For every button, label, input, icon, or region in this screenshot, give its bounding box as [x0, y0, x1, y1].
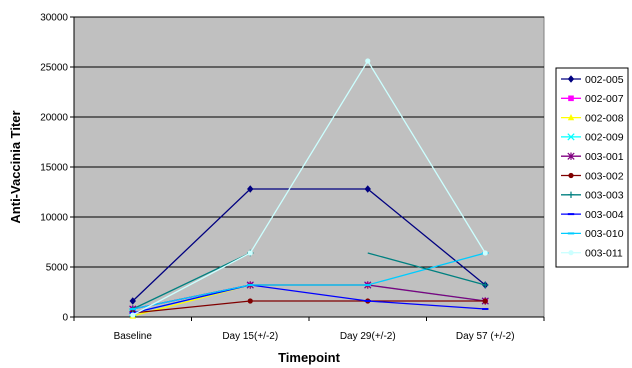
y-tick-label: 30000 [40, 13, 68, 24]
legend-label: 003-003 [585, 190, 624, 202]
axes: 0 5000 10000 15000 20000 25000 30000 Baseline Da… [40, 13, 545, 342]
x-tick-label: Day 29(+/-2) [340, 331, 396, 342]
data-point [365, 58, 371, 64]
series-line [132, 300, 486, 314]
legend-entry: 003-011 [561, 248, 623, 260]
data-point [482, 298, 488, 304]
y-tick-label: 25000 [40, 63, 68, 74]
data-point [482, 250, 488, 256]
legend-label: 003-011 [585, 248, 623, 260]
legend-marker [567, 191, 575, 198]
y-tick-label: 10000 [40, 213, 68, 224]
data-point [247, 298, 253, 304]
legend-entry: 003-004 [561, 209, 624, 221]
y-axis-title: Anti-Vaccinia Titer [8, 110, 23, 223]
legend-label: 002-009 [585, 132, 624, 144]
legend-marker [568, 250, 574, 256]
legend-marker [567, 75, 575, 83]
data-point [247, 185, 254, 193]
legend-marker [567, 133, 575, 141]
data-point [247, 250, 253, 256]
x-tick-label: Day 15(+/-2) [222, 331, 278, 342]
x-axis-title: Timepoint [278, 350, 341, 365]
legend-marker [568, 95, 574, 102]
data-point [364, 185, 371, 193]
legend-label: 003-001 [585, 151, 624, 163]
y-tick-label: 15000 [40, 163, 68, 174]
legend-label: 002-007 [585, 93, 624, 105]
y-tick-label: 20000 [40, 113, 68, 124]
series-002-005 [129, 185, 489, 305]
legend-entry: 003-002 [561, 170, 624, 182]
data-point [130, 312, 136, 318]
legend-label: 003-010 [585, 228, 624, 240]
series-003-011 [130, 58, 488, 318]
legend-entry: 003-010 [561, 228, 624, 240]
legend-label: 002-005 [585, 74, 624, 86]
series-line [132, 188, 486, 302]
legend-label: 003-002 [585, 170, 624, 182]
legend-entry: 002-008 [561, 112, 624, 124]
series-layer [129, 58, 489, 319]
series-line [132, 252, 251, 310]
legend-label: 002-008 [585, 112, 624, 124]
x-tick-label: Day 57 (+/-2) [456, 331, 515, 342]
data-point [129, 297, 136, 305]
legend-marker [567, 114, 575, 121]
legend-marker [568, 172, 574, 179]
legend-entry: 002-009 [561, 132, 624, 144]
legend-entry: 003-003 [561, 190, 624, 202]
legend-marker [567, 152, 575, 160]
series-line [132, 59, 486, 316]
gridlines [74, 16, 544, 268]
legend-entry: 003-001 [561, 151, 624, 163]
series-segment [367, 252, 486, 286]
legend-entry: 002-007 [561, 93, 624, 105]
y-tick-label: 0 [62, 313, 68, 324]
legend-entry: 002-005 [561, 74, 624, 86]
series-line [132, 284, 486, 314]
y-tick-label: 5000 [46, 263, 69, 274]
x-tick-label: Baseline [114, 331, 153, 342]
legend-label: 003-004 [585, 209, 624, 221]
legend-entries: 002-005 002-007 002-008 002-009 003-001 003-0… [561, 74, 624, 260]
